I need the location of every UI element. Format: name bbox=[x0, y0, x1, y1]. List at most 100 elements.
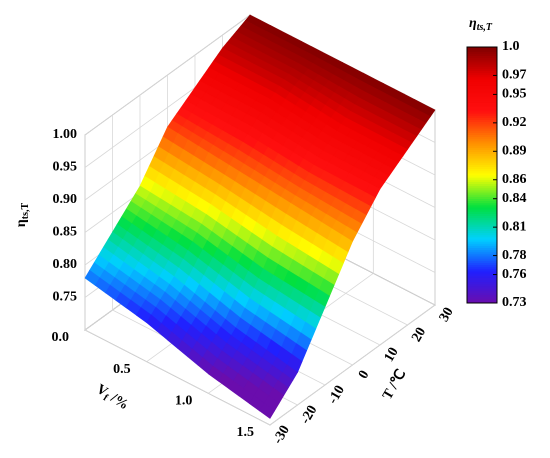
colorbar-slice bbox=[467, 215, 497, 219]
colorbar-slice bbox=[467, 151, 497, 155]
colorbar-slice bbox=[467, 70, 497, 74]
colorbar-slice bbox=[467, 175, 497, 178]
z-tick-label: 0.75 bbox=[53, 290, 78, 305]
colorbar-slice bbox=[467, 202, 497, 206]
colorbar-slice bbox=[467, 102, 497, 106]
colorbar-slice bbox=[467, 72, 497, 76]
colorbar-slice bbox=[467, 57, 497, 61]
colorbar-slice bbox=[467, 185, 497, 189]
surface bbox=[84, 14, 436, 419]
colorbar-slice bbox=[467, 189, 497, 193]
colorbar-slice bbox=[467, 253, 497, 257]
colorbar-slice bbox=[467, 209, 497, 212]
y-tick-label: 20 bbox=[409, 325, 429, 345]
colorbar-slice bbox=[467, 104, 497, 108]
colorbar-slice bbox=[467, 134, 497, 138]
colorbar-slice bbox=[467, 256, 497, 259]
x-axis-title-sub: f bbox=[101, 393, 110, 404]
colorbar-tick-label: 0.76 bbox=[502, 267, 527, 282]
colorbar-slice bbox=[467, 121, 497, 125]
colorbar-slice bbox=[467, 74, 497, 78]
colorbar-slice bbox=[467, 251, 497, 255]
colorbar-slice bbox=[467, 266, 497, 270]
colorbar-slice bbox=[467, 288, 497, 291]
colorbar-slice bbox=[467, 232, 497, 236]
y-tick-label: -20 bbox=[298, 403, 320, 427]
colorbar-slice bbox=[467, 268, 497, 272]
x-tick-label: 0.0 bbox=[52, 330, 70, 345]
colorbar-slice bbox=[467, 226, 497, 229]
colorbar-slice bbox=[467, 292, 497, 295]
colorbar-slice bbox=[467, 204, 497, 208]
colorbar-slice bbox=[467, 98, 497, 101]
colorbar-slice bbox=[467, 100, 497, 103]
colorbar-slice bbox=[467, 187, 497, 191]
x-tick-label: 1.5 bbox=[237, 425, 255, 440]
colorbar-slice bbox=[467, 149, 497, 153]
colorbar-slice bbox=[467, 81, 497, 84]
colorbar-slice bbox=[467, 132, 497, 135]
colorbar-slice bbox=[467, 241, 497, 244]
colorbar-slice bbox=[467, 153, 497, 157]
labels: 0.75 0.80 0.85 0.90 0.95 1.00 -30-20 -10 0 10 20 30… bbox=[14, 127, 457, 446]
colorbar-slice bbox=[467, 166, 497, 170]
y-tick-label: -30 bbox=[271, 423, 293, 447]
z-tick-label: 0.80 bbox=[53, 257, 78, 272]
colorbar-slice bbox=[467, 234, 497, 238]
colorbar-slice bbox=[467, 177, 497, 180]
colorbar-tick-label: 0.78 bbox=[502, 248, 527, 263]
colorbar: 0.73 0.76 0.78 0.81 0.84 0.86 0.89 0.92 0.95 0.97… bbox=[466, 16, 527, 310]
colorbar-slice bbox=[467, 136, 497, 140]
colorbar-slice bbox=[467, 271, 497, 274]
colorbar-slice bbox=[467, 59, 497, 63]
y-tick-label: 30 bbox=[437, 305, 457, 325]
colorbar-slice bbox=[467, 53, 497, 57]
colorbar-slice bbox=[467, 279, 497, 283]
colorbar-slice bbox=[467, 123, 497, 127]
colorbar-slice bbox=[467, 83, 497, 86]
colorbar-slice bbox=[467, 115, 497, 118]
y-tick-label: -10 bbox=[326, 383, 348, 407]
colorbar-slice bbox=[467, 194, 497, 197]
colorbar-slice bbox=[467, 113, 497, 116]
colorbar-slice bbox=[467, 155, 497, 159]
colorbar-slice bbox=[467, 140, 497, 144]
colorbar-slice bbox=[467, 170, 497, 174]
colorbar-slice bbox=[467, 93, 497, 97]
y-tick-label: 10 bbox=[382, 345, 402, 365]
colorbar-slice bbox=[467, 217, 497, 221]
colorbar-slice bbox=[467, 264, 497, 268]
colorbar-tick-label: 0.84 bbox=[502, 191, 527, 206]
colorbar-slice bbox=[467, 245, 497, 249]
colorbar-slice bbox=[467, 108, 497, 112]
colorbar-slice bbox=[467, 47, 497, 50]
colorbar-slice bbox=[467, 273, 497, 276]
colorbar-slice bbox=[467, 89, 497, 93]
z-tick-label: 0.85 bbox=[53, 225, 78, 240]
colorbar-slice bbox=[467, 64, 497, 67]
colorbar-title: ηts,T bbox=[469, 16, 493, 33]
y-grid-line bbox=[84, 329, 271, 426]
colorbar-slice bbox=[467, 160, 497, 163]
colorbar-slice bbox=[467, 230, 497, 234]
colorbar-slice bbox=[467, 258, 497, 261]
colorbar-slice bbox=[467, 285, 497, 289]
colorbar-slice bbox=[467, 79, 497, 82]
colorbar-slice bbox=[467, 147, 497, 150]
colorbar-slice bbox=[467, 196, 497, 199]
colorbar-tick-label: 0.81 bbox=[502, 219, 527, 234]
colorbar-slice bbox=[467, 179, 497, 182]
colorbar-slice bbox=[467, 183, 497, 187]
colorbar-slice bbox=[467, 181, 497, 185]
colorbar-slice bbox=[467, 283, 497, 287]
x-grid-line bbox=[269, 304, 436, 426]
x-tick-label: 0.5 bbox=[113, 362, 131, 377]
colorbar-slice bbox=[467, 117, 497, 121]
colorbar-slice bbox=[467, 275, 497, 278]
colorbar-slice bbox=[467, 200, 497, 204]
colorbar-slice bbox=[467, 130, 497, 133]
colorbar-tick-label: 0.89 bbox=[502, 144, 527, 159]
colorbar-slice bbox=[467, 119, 497, 123]
colorbar-slice bbox=[467, 277, 497, 281]
